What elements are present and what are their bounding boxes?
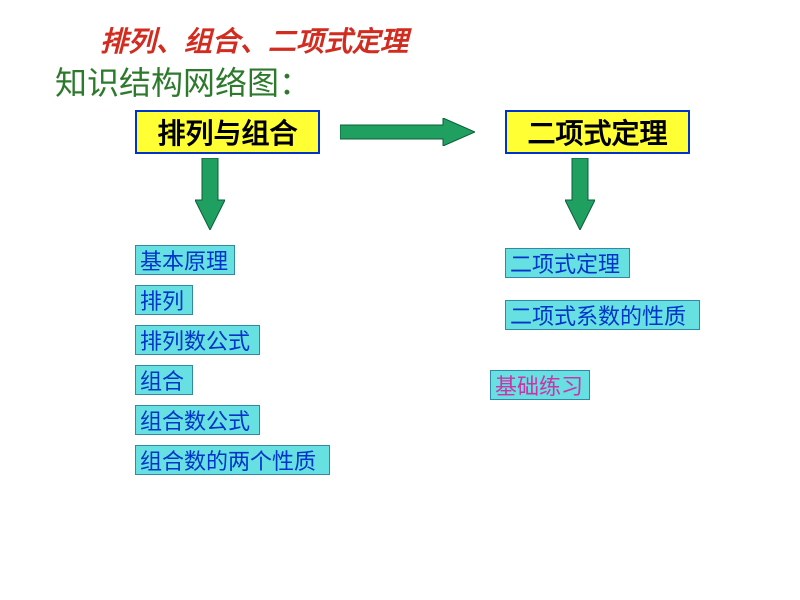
left-item-2: 排列数公式 xyxy=(135,325,260,355)
arrow-vertical-left xyxy=(195,158,225,230)
main-box-left: 排列与组合 xyxy=(135,110,320,154)
right-item-2: 基础练习 xyxy=(490,370,590,400)
right-item-0: 二项式定理 xyxy=(505,248,630,278)
left-item-0: 基本原理 xyxy=(135,245,235,275)
main-box-right: 二项式定理 xyxy=(505,110,690,154)
left-item-4: 组合数公式 xyxy=(135,405,260,435)
left-item-1: 排列 xyxy=(135,285,193,315)
arrow-horizontal xyxy=(340,118,475,146)
left-item-5: 组合数的两个性质 xyxy=(135,445,330,475)
page-title-red: 排列、组合、二项式定理 xyxy=(100,20,408,60)
left-item-3: 组合 xyxy=(135,365,193,395)
right-item-1: 二项式系数的性质 xyxy=(505,300,700,330)
arrow-vertical-right xyxy=(565,158,595,230)
page-subtitle: 知识结构网络图： xyxy=(55,58,311,104)
